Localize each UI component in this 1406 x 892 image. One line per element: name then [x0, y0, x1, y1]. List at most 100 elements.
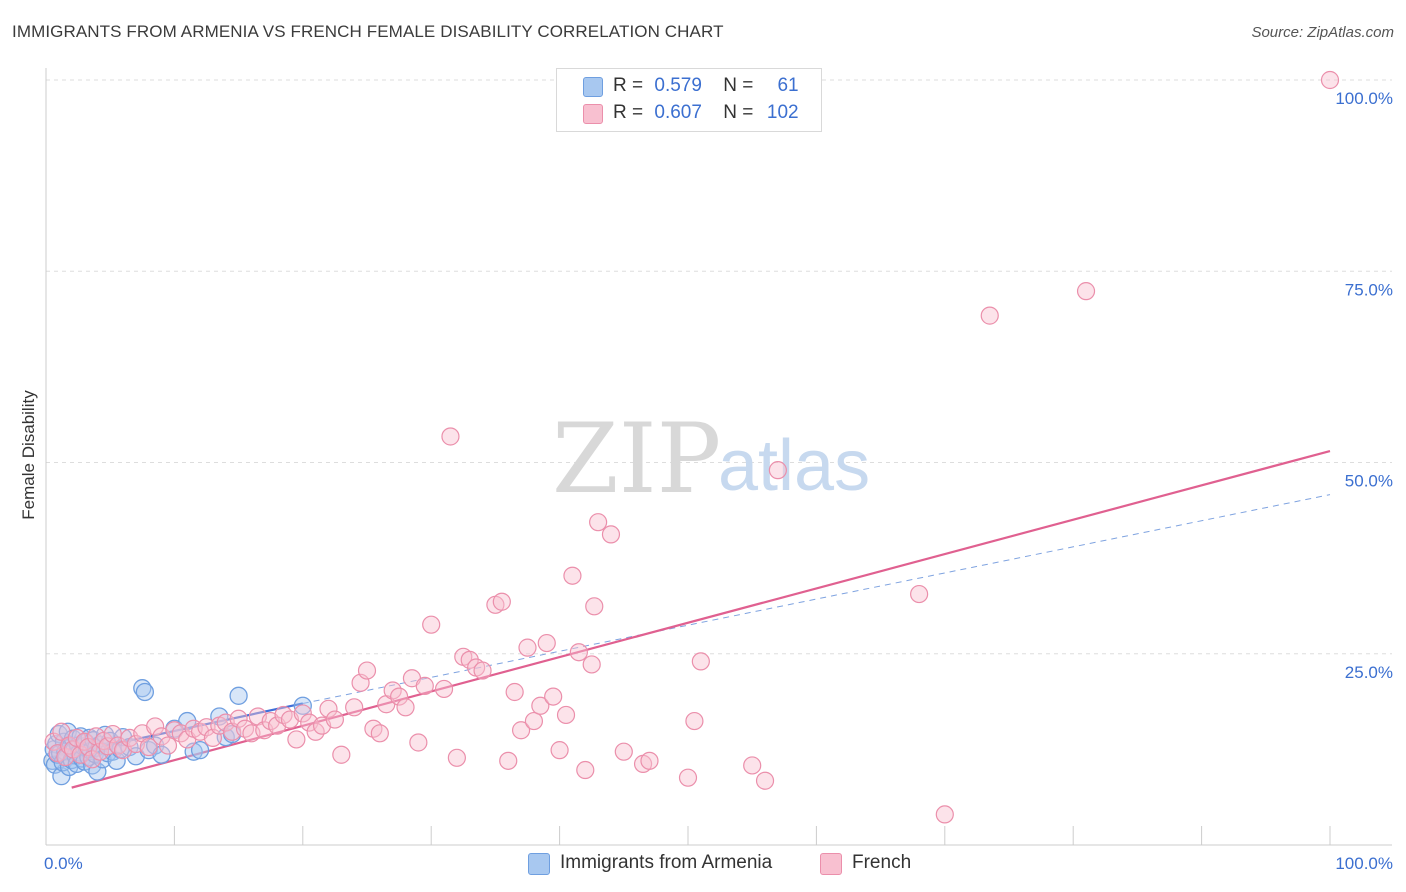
data-point-french	[422, 615, 441, 634]
x-tick-label: 100.0%	[1335, 854, 1393, 873]
y-tick-label: 100.0%	[1335, 89, 1393, 108]
data-point-french	[511, 721, 531, 740]
data-point-french	[390, 687, 409, 706]
data-point-french	[531, 696, 550, 715]
data-point-armenia	[135, 682, 155, 702]
legend-r-label: R =	[613, 102, 644, 123]
legend: R = 0.579 N = 61 R = 0.607 N = 102	[556, 68, 822, 132]
data-point-french	[556, 705, 576, 725]
grid-lines	[46, 79, 1392, 655]
data-point-french	[576, 760, 595, 780]
data-point-french	[146, 717, 165, 736]
data-point-french	[640, 751, 659, 770]
legend-swatch-armenia	[583, 77, 603, 97]
data-point-french	[691, 652, 710, 671]
legend-swatch-french	[583, 104, 603, 124]
data-point-french	[1320, 70, 1340, 90]
data-point-french	[563, 566, 582, 585]
data-point-french	[447, 748, 466, 767]
data-point-french	[396, 698, 415, 717]
data-point-french	[589, 513, 608, 532]
data-point-armenia	[229, 686, 248, 705]
data-point-french	[44, 732, 63, 751]
data-point-french	[56, 747, 75, 767]
data-point-french	[582, 655, 601, 674]
data-point-french	[139, 737, 158, 757]
y-tick-label: 50.0%	[1345, 472, 1393, 491]
data-point-french	[409, 733, 428, 752]
trend-line-armenia-extended	[302, 494, 1331, 704]
data-point-french	[332, 745, 351, 764]
data-point-french	[743, 756, 762, 775]
data-point-armenia	[107, 751, 126, 770]
data-point-french	[441, 427, 460, 446]
data-point-french	[1076, 282, 1096, 301]
series-french-points	[44, 70, 1340, 824]
source-label: Source: ZipAtlas.com	[1251, 24, 1394, 41]
data-point-french	[980, 306, 999, 325]
data-point-french	[287, 730, 306, 749]
data-point-armenia	[52, 767, 71, 786]
data-point-french	[357, 661, 377, 680]
y-tick-label: 25.0%	[1345, 663, 1393, 682]
legend-r-label: R =	[613, 75, 644, 96]
data-point-french	[768, 461, 787, 480]
data-point-french	[492, 592, 511, 611]
data-point-french	[614, 742, 633, 761]
watermark: ZIP atlas	[552, 403, 870, 515]
data-point-french	[524, 711, 544, 731]
legend-r-value: 0.579	[654, 75, 702, 96]
x-tick-label: 0.0%	[44, 854, 83, 873]
data-point-french	[229, 709, 248, 728]
data-point-french	[370, 724, 389, 743]
axis-labels: 25.0% 50.0% 75.0% 100.0% 0.0% 100.0%	[44, 89, 1393, 873]
data-point-french	[518, 638, 537, 657]
data-point-french	[274, 705, 293, 725]
legend-text-french: R = 0.607 N = 102	[613, 102, 799, 124]
y-axis-title: Female Disability	[19, 390, 38, 520]
data-point-french	[52, 722, 71, 741]
data-point-french	[434, 679, 454, 699]
bottom-legend-label-armenia: Immigrants from Armenia	[560, 852, 773, 873]
legend-n-label: N =	[723, 102, 754, 123]
legend-n-value: 61	[777, 75, 799, 96]
axes	[45, 68, 1392, 846]
watermark-atlas: atlas	[718, 426, 870, 506]
data-point-french	[505, 682, 524, 702]
data-point-french	[235, 719, 255, 738]
bottom-legend-swatch-armenia	[528, 853, 550, 875]
data-point-french	[537, 633, 556, 653]
data-point-french	[935, 805, 954, 824]
data-point-french	[678, 768, 698, 787]
bottom-legend-swatch-french	[820, 853, 842, 875]
data-point-french	[755, 771, 775, 790]
data-point-french	[569, 643, 588, 662]
trend-line-french	[71, 449, 1331, 789]
legend-n-value: 102	[766, 102, 799, 123]
watermark-zip: ZIP	[552, 403, 721, 515]
data-point-french	[544, 687, 563, 706]
data-point-french	[319, 699, 338, 718]
data-point-french	[325, 710, 344, 729]
legend-text-armenia: R = 0.579 N = 61	[613, 75, 799, 97]
legend-r-value: 0.607	[654, 102, 702, 123]
data-point-french	[364, 719, 383, 738]
data-point-armenia	[190, 740, 210, 760]
data-point-french	[473, 661, 492, 680]
data-point-french	[83, 750, 102, 769]
legend-n-label: N =	[723, 75, 754, 96]
bottom-legend-label-french: French	[852, 852, 912, 873]
data-point-french	[293, 704, 312, 723]
data-point-french	[685, 711, 704, 731]
chart-title: IMMIGRANTS FROM ARMENIA VS FRENCH FEMALE…	[12, 22, 724, 41]
data-point-french	[499, 751, 518, 770]
data-point-armenia	[145, 736, 165, 755]
data-point-french	[585, 597, 604, 616]
data-point-armenia	[293, 696, 312, 715]
data-point-french	[158, 736, 178, 755]
data-point-french	[910, 584, 929, 604]
y-tick-label: 75.0%	[1345, 280, 1393, 299]
data-point-french	[601, 525, 621, 544]
data-point-french	[415, 676, 434, 695]
